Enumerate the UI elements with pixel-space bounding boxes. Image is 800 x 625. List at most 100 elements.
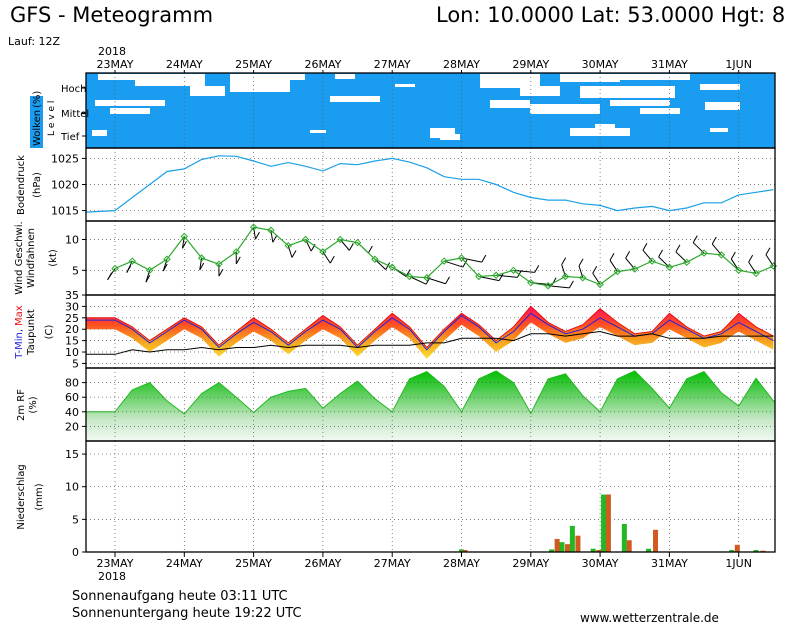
wind-barb-feather (481, 254, 487, 263)
precip-bar (590, 548, 596, 552)
wind-speed-point (613, 267, 622, 276)
tmax-label: Max (14, 305, 25, 326)
y-tick-label: 10 (65, 481, 79, 494)
wind-barb (513, 269, 535, 273)
wind-barb-feather (385, 262, 391, 270)
humidity-area (86, 370, 775, 441)
wind-speed-point (475, 272, 483, 281)
wind-speed-point (700, 249, 708, 257)
cloud-gap (310, 130, 326, 133)
bottom-date-label: 23MAY (97, 557, 134, 570)
wind-speed-point (596, 280, 604, 289)
y-tick-label: 0 (72, 546, 79, 559)
pressure-panel: 1015 1020 1025 Bodendruck (hPa) (16, 147, 776, 222)
wind-barb-feather (561, 257, 567, 265)
cloud-level-label: Hoch (61, 84, 86, 95)
bottom-date-label: 31MAY (651, 557, 688, 570)
top-date-label: 26MAY (304, 58, 341, 71)
precipitation-panel: 0 5 10 15 Niederschlag (mm) (16, 440, 776, 559)
wind-speed-point (267, 226, 275, 234)
wind-speed-point (752, 269, 760, 278)
cloud-gap (490, 100, 530, 108)
year-label-bottom: 2018 (98, 570, 126, 583)
y-tick-label: 10 (65, 234, 79, 247)
y-tick-label: 20 (65, 420, 79, 433)
cloud-gap (330, 96, 380, 102)
wind-panel: 5 10 Wind Geschwi. Windfahnen (kt) (14, 220, 778, 296)
wind-barb-feather (498, 273, 504, 281)
precip-bar (559, 542, 565, 552)
bottom-date-label: 30MAY (582, 557, 619, 570)
precip-bar (462, 550, 468, 552)
precip-ylabel: Niederschlag (mm) (16, 464, 45, 529)
cloud-gap (520, 86, 560, 96)
wind-speed-point (527, 278, 535, 287)
y-tick-label: 25 (65, 312, 79, 325)
wind-speed-point (319, 248, 327, 256)
wind-barb (478, 276, 500, 282)
wind-barb-feather (255, 231, 260, 240)
wind-barb-feather (272, 234, 278, 243)
wind-barb (426, 277, 446, 285)
temp-ylabel: T-Min, Max Taupunkt (C) (14, 305, 55, 359)
cloud-gap (610, 100, 670, 106)
sunrise-text: Sonnenaufgang heute 03:11 UTC (72, 589, 288, 604)
tmin-label: T-Min, (14, 329, 25, 360)
wind-barb-feather (199, 262, 205, 271)
wind-speed-point (665, 263, 674, 271)
wind-speed-point (440, 257, 448, 265)
humidity-line (86, 370, 775, 415)
chart-title: GFS - Meteogramm (10, 3, 213, 27)
y-tick-label: 10 (65, 346, 79, 359)
cloud-gap (95, 100, 165, 106)
top-date-label: 27MAY (374, 58, 411, 71)
bottom-date-label: 25MAY (235, 557, 272, 570)
y-tick-label: 5 (72, 357, 79, 370)
cloud-gap (620, 74, 690, 80)
precip-bar (601, 494, 607, 552)
rh-ylabel-title: 2m RF (16, 389, 27, 421)
cloud-gap (290, 74, 305, 80)
top-date-label: 25MAY (235, 58, 272, 71)
cloud-gap (230, 74, 290, 92)
wind-speed-point (336, 235, 344, 244)
temp-ylabel-title: T-Min, Max (14, 305, 25, 359)
wind-speed-point (457, 254, 466, 262)
wind-speed-point (388, 263, 396, 271)
precip-ylabel-title: Niederschlag (16, 464, 27, 529)
wind-barb-feather (107, 272, 113, 281)
wind-speed-point (284, 241, 292, 250)
cloud-level-label: Tief (60, 132, 80, 143)
wind-speed-point (232, 248, 240, 256)
y-tick-label: 20 (65, 323, 79, 336)
wind-speed-point (561, 272, 570, 281)
cloud-panel: Hoch Mittel Tief Wolken (%) L e v e l (30, 72, 776, 149)
precip-bar (549, 549, 555, 552)
top-date-label: 24MAY (166, 58, 203, 71)
pressure-ylabel-title: Bodendruck (16, 155, 27, 215)
precip-bar (575, 535, 581, 552)
cloud-gap (480, 74, 540, 88)
top-date-label: 31MAY (651, 58, 688, 71)
bottom-date-label: 29MAY (512, 557, 549, 570)
wind-barb-feather (235, 256, 241, 265)
wind-speed-point (734, 266, 743, 275)
wind-barb-feather (126, 265, 132, 273)
wind-speed-point (145, 266, 154, 275)
wind-speed-point (509, 266, 518, 275)
wind-speed-point (249, 223, 258, 231)
wind-barb-feather (162, 263, 168, 272)
wind-speed-point (423, 274, 431, 282)
wind-barb-feather (291, 250, 297, 258)
wind-barb-feather (592, 265, 598, 274)
precip-bar (653, 529, 659, 552)
top-date-labels: 23MAY 24MAY 25MAY 26MAY 27MAY 28MAY 29MAY 30MAY… (97, 58, 752, 74)
website-link[interactable]: www.wetterzentrale.de (580, 611, 719, 625)
wind-barb-feather (765, 247, 771, 255)
y-tick-label: 40 (65, 406, 79, 419)
wind-barb-feather (348, 243, 354, 251)
pressure-ylabel: Bodendruck (hPa) (16, 155, 43, 215)
top-date-label: 1JUN (725, 58, 752, 71)
